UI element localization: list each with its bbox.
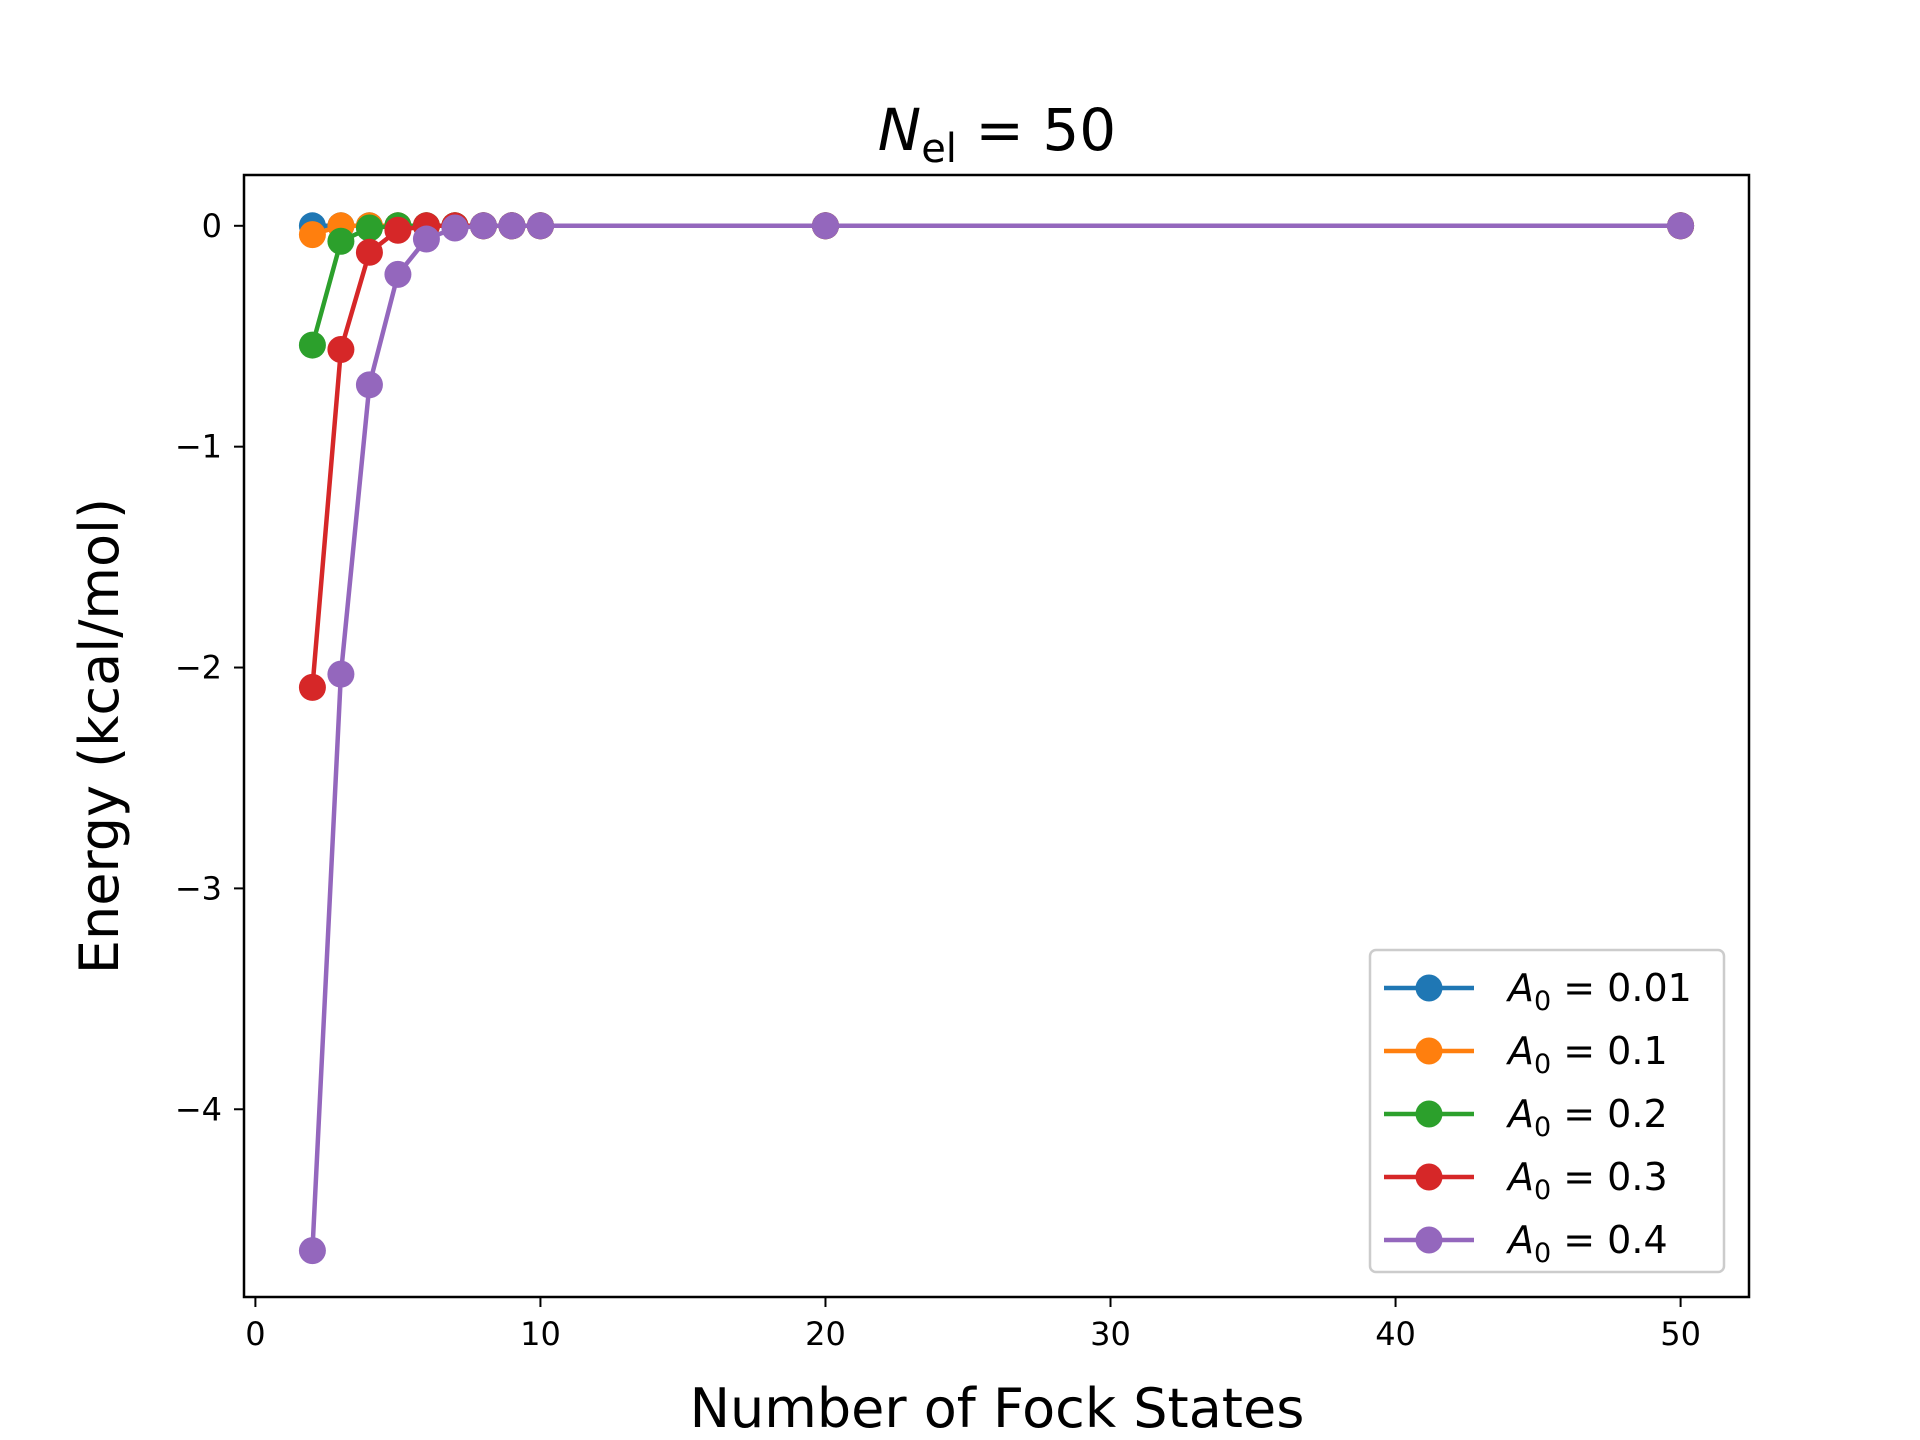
legend-marker (1415, 1226, 1443, 1254)
data-point (298, 673, 326, 701)
legend-label: A0 = 0.2 (1505, 1092, 1668, 1143)
x-axis-label: Number of Fock States (690, 1377, 1305, 1440)
y-tick-label: −3 (175, 869, 222, 907)
series-4 (298, 212, 1695, 1265)
legend-label: A0 = 0.3 (1505, 1155, 1668, 1206)
y-axis: 0 −1 −2 −3 −4 (175, 207, 244, 1128)
legend-entry: A0 = 0.3 (1384, 1155, 1668, 1206)
data-point (355, 214, 383, 242)
data-point (384, 216, 412, 244)
y-tick-label: −4 (175, 1090, 222, 1128)
legend-marker (1415, 974, 1443, 1002)
x-axis: 0 10 20 30 40 50 (245, 1297, 1701, 1353)
x-tick-label: 30 (1090, 1315, 1131, 1353)
data-point (498, 212, 526, 240)
data-point (412, 225, 440, 253)
x-tick-label: 50 (1660, 1315, 1701, 1353)
y-tick-label: 0 (202, 207, 222, 245)
series-line (310, 223, 1681, 346)
y-tick-label: −2 (175, 649, 222, 687)
data-point (811, 212, 839, 240)
y-axis-label: Energy (kcal/mol) (68, 498, 131, 974)
legend-marker (1415, 1163, 1443, 1191)
data-point (384, 260, 412, 288)
series-3 (298, 212, 1695, 701)
data-point (298, 331, 326, 359)
x-tick-label: 0 (245, 1315, 265, 1353)
legend-label: A0 = 0.01 (1505, 966, 1692, 1017)
legend-entry: A0 = 0.1 (1384, 1029, 1668, 1080)
data-point (327, 660, 355, 688)
data-point (469, 212, 497, 240)
x-tick-label: 40 (1375, 1315, 1416, 1353)
data-point (355, 238, 383, 266)
series-line (310, 223, 1681, 688)
data-point (327, 227, 355, 255)
legend-box (1368, 948, 1726, 1274)
plot-frame (242, 173, 1751, 1299)
legend-label: A0 = 0.4 (1505, 1218, 1668, 1269)
x-tick-label: 20 (805, 1315, 846, 1353)
data-point (1667, 212, 1695, 240)
y-tick-label: −1 (175, 428, 222, 466)
legend-entry: A0 = 0.01 (1384, 966, 1692, 1017)
data-point (327, 335, 355, 363)
legend-marker (1415, 1100, 1443, 1128)
data-point (526, 212, 554, 240)
legend: A0 = 0.01 A0 = 0.1 A0 = 0.2 A0 = 0.3 A0 = 0.… (1368, 948, 1726, 1274)
legend-marker (1415, 1037, 1443, 1065)
x-tick-label: 10 (520, 1315, 561, 1353)
plot-area (298, 212, 1695, 1265)
data-point (298, 1237, 326, 1265)
chart-title: Nel = 50 (878, 96, 1116, 172)
legend-label: A0 = 0.1 (1505, 1029, 1668, 1080)
legend-entry: A0 = 0.2 (1384, 1092, 1668, 1143)
legend-entry: A0 = 0.4 (1384, 1218, 1668, 1269)
data-point (355, 371, 383, 399)
data-point (441, 214, 469, 242)
data-point (298, 221, 326, 249)
